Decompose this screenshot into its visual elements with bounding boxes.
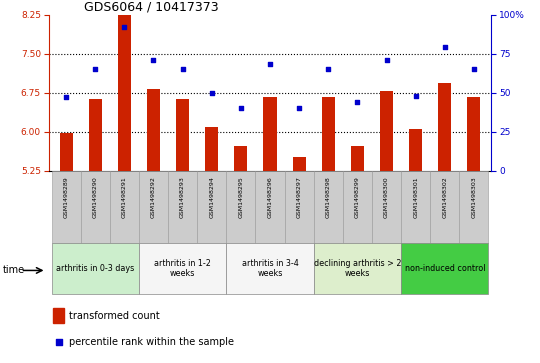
Point xyxy=(382,57,391,63)
Bar xyxy=(176,99,189,171)
Text: arthritis in 3-4
weeks: arthritis in 3-4 weeks xyxy=(241,259,299,278)
Point xyxy=(207,90,216,95)
Point xyxy=(470,66,478,72)
FancyBboxPatch shape xyxy=(343,171,372,243)
Text: GDS6064 / 10417373: GDS6064 / 10417373 xyxy=(84,0,219,13)
FancyBboxPatch shape xyxy=(139,171,168,243)
Text: GSM1498301: GSM1498301 xyxy=(413,176,418,218)
Text: GSM1498290: GSM1498290 xyxy=(93,176,98,218)
Text: declining arthritis > 2
weeks: declining arthritis > 2 weeks xyxy=(314,259,401,278)
Text: GSM1498292: GSM1498292 xyxy=(151,176,156,218)
Text: GSM1498291: GSM1498291 xyxy=(122,176,127,218)
Bar xyxy=(293,156,306,171)
Bar xyxy=(205,127,218,171)
Text: GSM1498299: GSM1498299 xyxy=(355,176,360,218)
Point xyxy=(120,24,129,30)
FancyBboxPatch shape xyxy=(226,243,314,294)
Bar xyxy=(118,0,131,171)
FancyBboxPatch shape xyxy=(51,243,139,294)
Point xyxy=(353,99,362,105)
FancyBboxPatch shape xyxy=(314,171,343,243)
Point xyxy=(91,66,99,72)
Text: time: time xyxy=(3,265,25,276)
Point xyxy=(178,66,187,72)
Text: GSM1498297: GSM1498297 xyxy=(296,176,302,218)
FancyBboxPatch shape xyxy=(460,171,489,243)
Bar xyxy=(53,308,64,323)
Text: GSM1498298: GSM1498298 xyxy=(326,176,331,218)
FancyBboxPatch shape xyxy=(51,171,80,243)
Text: GSM1498294: GSM1498294 xyxy=(209,176,214,218)
FancyBboxPatch shape xyxy=(110,171,139,243)
Text: GSM1498296: GSM1498296 xyxy=(267,176,273,218)
Text: GSM1498295: GSM1498295 xyxy=(238,176,244,218)
Point xyxy=(324,66,333,72)
FancyBboxPatch shape xyxy=(226,171,255,243)
Text: GSM1498303: GSM1498303 xyxy=(471,176,476,218)
Text: GSM1498289: GSM1498289 xyxy=(64,176,69,218)
Text: transformed count: transformed count xyxy=(69,311,159,321)
Point xyxy=(441,44,449,50)
Point xyxy=(149,57,158,63)
Bar xyxy=(380,91,393,171)
Bar xyxy=(351,146,364,171)
Bar xyxy=(234,146,247,171)
Point xyxy=(54,339,63,345)
FancyBboxPatch shape xyxy=(372,171,401,243)
Text: GSM1498293: GSM1498293 xyxy=(180,176,185,218)
FancyBboxPatch shape xyxy=(430,171,460,243)
Bar xyxy=(264,97,276,171)
Text: GSM1498300: GSM1498300 xyxy=(384,176,389,218)
Bar xyxy=(59,133,73,171)
Text: arthritis in 0-3 days: arthritis in 0-3 days xyxy=(56,264,134,273)
FancyBboxPatch shape xyxy=(401,171,430,243)
Text: GSM1498302: GSM1498302 xyxy=(442,176,447,218)
Bar xyxy=(467,97,481,171)
FancyBboxPatch shape xyxy=(80,171,110,243)
Point xyxy=(266,62,274,68)
Text: arthritis in 1-2
weeks: arthritis in 1-2 weeks xyxy=(154,259,211,278)
FancyBboxPatch shape xyxy=(168,171,197,243)
FancyBboxPatch shape xyxy=(255,171,285,243)
FancyBboxPatch shape xyxy=(197,171,226,243)
Bar xyxy=(438,83,451,171)
Bar xyxy=(409,129,422,171)
Bar xyxy=(147,89,160,171)
Bar xyxy=(322,97,335,171)
Point xyxy=(237,105,245,111)
Bar xyxy=(89,99,102,171)
FancyBboxPatch shape xyxy=(314,243,401,294)
Point xyxy=(295,105,303,111)
Text: percentile rank within the sample: percentile rank within the sample xyxy=(69,337,234,347)
FancyBboxPatch shape xyxy=(139,243,226,294)
FancyBboxPatch shape xyxy=(285,171,314,243)
FancyBboxPatch shape xyxy=(401,243,489,294)
Point xyxy=(62,94,70,100)
Text: non-induced control: non-induced control xyxy=(404,264,485,273)
Point xyxy=(411,93,420,99)
